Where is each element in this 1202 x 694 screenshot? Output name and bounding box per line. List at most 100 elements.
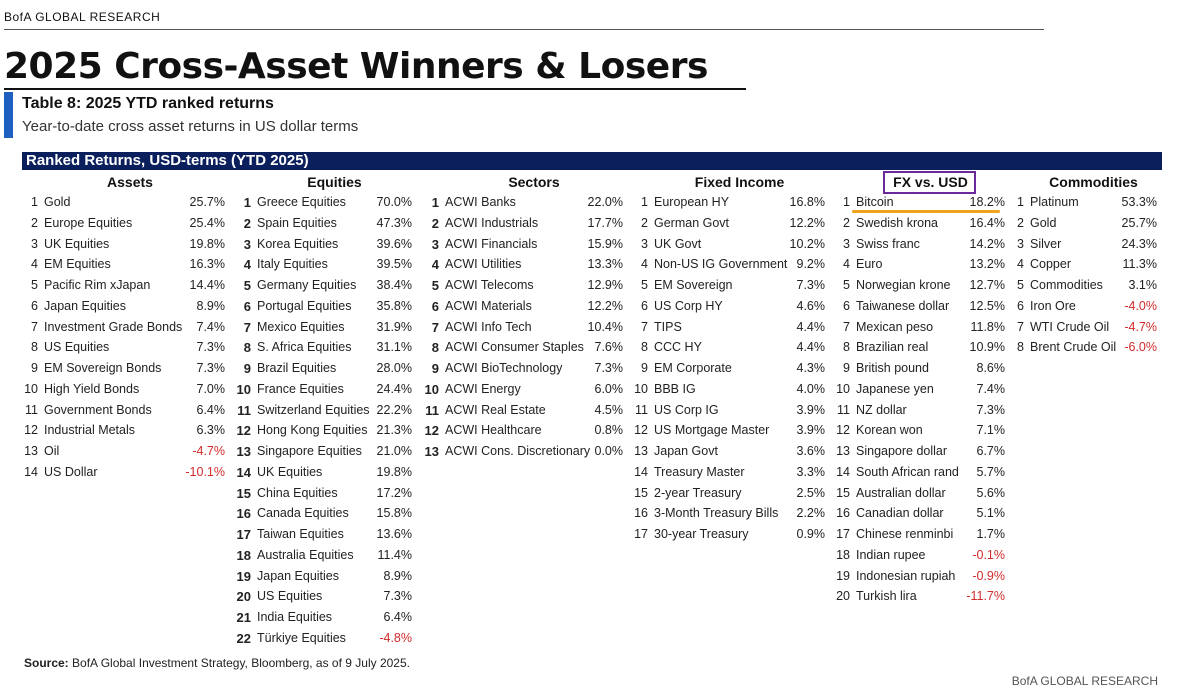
- asset-name: CCC HY: [654, 340, 702, 355]
- asset-name: ACWI Telecoms: [445, 278, 534, 292]
- return-value: 53.3%: [1121, 195, 1157, 209]
- table-row: 5 Germany Equities 38.4%: [244, 275, 412, 296]
- rank-number: 14: [24, 464, 38, 479]
- asset-name: ACWI Industrials: [445, 215, 539, 230]
- table-row: 10 High Yield Bonds 7.0%: [24, 379, 226, 400]
- asset-name: 30-year Treasury: [654, 527, 749, 541]
- return-value: -6.0%: [1124, 340, 1157, 355]
- accent-bar: [4, 92, 13, 138]
- table-row: 20 US Equities 7.3%: [237, 586, 412, 607]
- table-row: 7 Mexico Equities 31.9%: [244, 317, 412, 338]
- asset-name: Taiwan Equities: [257, 527, 344, 541]
- table-row: 4 Euro 13.2%: [843, 254, 1005, 275]
- rank-number: 1: [1017, 195, 1024, 209]
- return-value: -4.8%: [379, 630, 412, 645]
- rank-number: 5: [243, 278, 251, 293]
- return-value: 22.0%: [587, 195, 623, 209]
- brand-footer: BofA GLOBAL RESEARCH: [1011, 674, 1158, 688]
- return-value: -0.1%: [972, 547, 1005, 562]
- asset-name: Mexico Equities: [257, 319, 345, 334]
- asset-name: US Equities: [44, 340, 110, 355]
- table-row: 2 Europe Equities 25.4%: [31, 213, 225, 234]
- table-row: 10 Japanese yen 7.4%: [836, 379, 1005, 400]
- return-value: 25.7%: [1121, 215, 1157, 230]
- asset-name: Indian rupee: [856, 547, 926, 562]
- asset-name: Gold: [44, 195, 71, 209]
- return-value: 12.2%: [587, 298, 623, 313]
- asset-name: Spain Equities: [257, 215, 337, 230]
- asset-name: ACWI Real Estate: [445, 402, 546, 417]
- column-header: Equities: [307, 174, 362, 190]
- return-value: 13.6%: [376, 527, 412, 541]
- column-header: Fixed Income: [694, 174, 785, 190]
- return-value: 8.6%: [976, 361, 1006, 375]
- rank-number: 11: [237, 402, 251, 418]
- asset-name: Platinum: [1030, 195, 1079, 209]
- rank-number: 16: [236, 506, 251, 522]
- table-row: 6 Iron Ore -4.0%: [1017, 296, 1157, 317]
- asset-name: EM Sovereign Bonds: [44, 361, 162, 375]
- table-row: 13 Japan Govt 3.6%: [634, 441, 825, 462]
- rank-number: 3: [431, 236, 439, 252]
- return-value: 3.1%: [1128, 278, 1158, 292]
- table-row: 1 ACWI Banks 22.0%: [432, 192, 623, 213]
- rank-number: 5: [843, 278, 850, 292]
- rank-number: 7: [843, 319, 850, 334]
- return-value: 3.3%: [796, 464, 826, 479]
- table-row: 15 2-year Treasury 2.5%: [634, 483, 825, 504]
- rank-number: 4: [843, 257, 850, 272]
- rank-number: 3: [641, 236, 648, 251]
- table-row: 8 US Equities 7.3%: [31, 337, 225, 358]
- rank-number: 10: [236, 381, 251, 397]
- asset-name: S. Africa Equities: [257, 340, 352, 355]
- table-row: 18 Indian rupee -0.1%: [836, 545, 1005, 566]
- asset-name: China Equities: [257, 485, 338, 500]
- table-row: 4 Copper 11.3%: [1017, 254, 1157, 275]
- rank-number: 8: [843, 340, 850, 355]
- fx-highlight-box: [883, 171, 976, 194]
- asset-name: ACWI Energy: [445, 381, 521, 396]
- return-value: 7.0%: [196, 381, 226, 396]
- table-row: 3 Korea Equities 39.6%: [244, 234, 412, 255]
- table-row: 17 Taiwan Equities 13.6%: [237, 524, 412, 545]
- table-row: 10 BBB IG 4.0%: [634, 379, 825, 400]
- table-row: 4 Italy Equities 39.5%: [244, 254, 412, 275]
- rank-number: 1: [31, 195, 38, 209]
- table-row: 13 Singapore dollar 6.7%: [836, 441, 1005, 462]
- asset-name: Treasury Master: [654, 464, 745, 479]
- return-value: 4.4%: [796, 340, 826, 355]
- asset-name: Oil: [44, 444, 60, 458]
- table-row: 1 Bitcoin 18.2%: [843, 192, 1005, 213]
- return-value: 38.4%: [376, 278, 412, 292]
- rank-number: 1: [431, 195, 439, 210]
- return-value: 17.7%: [587, 215, 623, 230]
- return-value: 11.8%: [970, 319, 1005, 334]
- rank-number: 10: [836, 381, 850, 396]
- rank-number: 3: [1017, 236, 1024, 251]
- return-value: 10.9%: [969, 340, 1005, 355]
- return-value: 12.9%: [587, 278, 623, 292]
- rank-number: 16: [634, 506, 648, 521]
- table-row: 4 EM Equities 16.3%: [31, 254, 225, 275]
- bitcoin-highlight-underline: [852, 210, 1000, 213]
- column-header: Sectors: [508, 174, 560, 190]
- asset-name: 3-Month Treasury Bills: [654, 506, 779, 521]
- rank-number: 14: [836, 464, 850, 479]
- asset-name: UK Equities: [257, 464, 323, 479]
- table-row: 14 South African rand 5.7%: [836, 462, 1005, 483]
- asset-name: British pound: [856, 361, 929, 375]
- asset-name: Brazilian real: [856, 340, 929, 355]
- asset-name: Germany Equities: [257, 278, 357, 292]
- asset-name: Euro: [856, 257, 883, 272]
- table-row: 6 US Corp HY 4.6%: [641, 296, 825, 317]
- rank-number: 7: [243, 319, 251, 335]
- rank-number: 9: [431, 361, 439, 376]
- asset-name: European HY: [654, 195, 730, 209]
- rank-number: 19: [236, 568, 251, 584]
- asset-name: Hong Kong Equities: [257, 423, 368, 438]
- asset-name: India Equities: [257, 610, 333, 624]
- return-value: 14.4%: [189, 278, 225, 292]
- return-value: 12.7%: [969, 278, 1005, 292]
- return-value: 14.2%: [969, 236, 1005, 251]
- table-row: 7 Investment Grade Bonds 7.4%: [31, 317, 225, 338]
